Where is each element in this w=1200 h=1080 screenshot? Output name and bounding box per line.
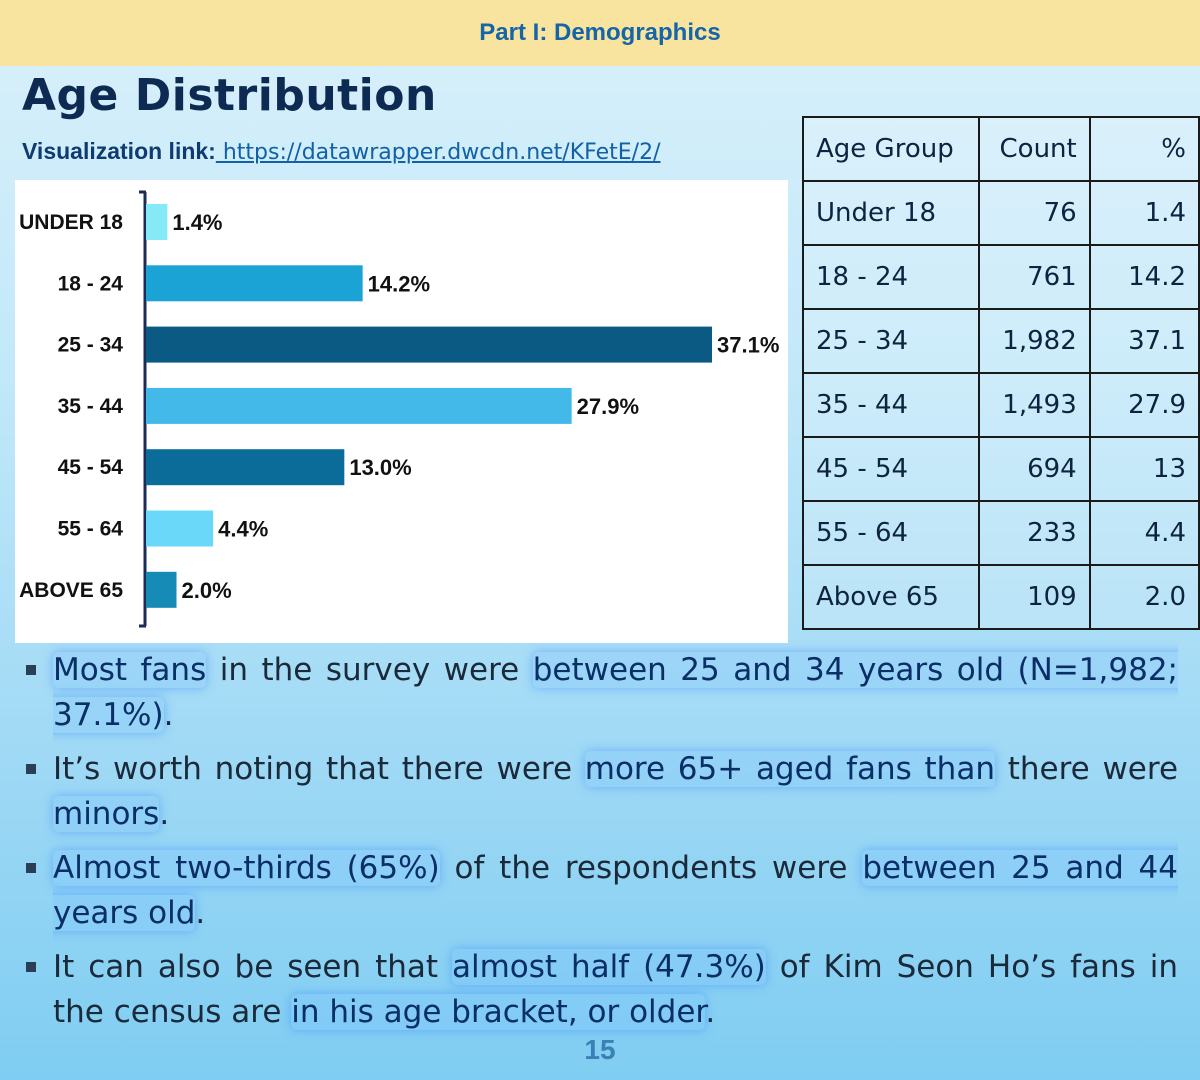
- category-label: 55 - 64: [58, 518, 124, 541]
- highlighted-text: in his age bracket, or older: [291, 994, 706, 1030]
- bullet-square-icon: [26, 962, 36, 972]
- count-cell: 1,982: [977, 308, 1091, 374]
- finding-text: of the respondents were: [439, 850, 863, 886]
- finding-text: there were: [994, 751, 1179, 787]
- value-label: 14.2%: [368, 271, 430, 296]
- section-title: Part I: Demographics: [479, 19, 721, 46]
- count-cell: 233: [977, 500, 1091, 566]
- finding-item: Most fans in the survey were between 25 …: [22, 648, 1178, 738]
- count-cell: 1,493: [977, 372, 1091, 438]
- finding-text: .: [705, 994, 716, 1030]
- percent-cell: 4.4: [1088, 500, 1200, 566]
- age-table: Age Group Count % Under 18 76 1.4 18 - 24 76…: [802, 116, 1200, 630]
- table-header-age-group: Age Group: [802, 116, 980, 182]
- category-label: ABOVE 65: [19, 579, 123, 602]
- percent-cell: 1.4: [1088, 180, 1200, 246]
- table-row: 35 - 44 1,493 27.9: [802, 372, 1200, 438]
- value-label: 2.0%: [182, 578, 232, 603]
- bullet-square-icon: [26, 665, 36, 675]
- percent-cell: 27.9: [1088, 372, 1200, 438]
- age-group-cell: 45 - 54: [802, 436, 980, 502]
- category-label: 45 - 54: [58, 456, 124, 479]
- finding-text: It’s worth noting that there were: [53, 751, 585, 787]
- category-label: UNDER 18: [19, 211, 123, 234]
- table-header-percent: %: [1088, 116, 1200, 182]
- bar-1: [146, 265, 363, 302]
- category-label: 25 - 34: [58, 334, 124, 357]
- finding-text: of Kim Seon Ho’s fans in the census are: [53, 949, 1178, 1030]
- highlighted-text: minors: [53, 796, 160, 832]
- table-row: 55 - 64 233 4.4: [802, 500, 1200, 566]
- finding-text: in the survey were: [206, 652, 533, 688]
- value-label: 37.1%: [717, 333, 779, 358]
- finding-text: .: [159, 796, 170, 832]
- finding-text: .: [163, 697, 174, 733]
- value-label: 13.0%: [349, 455, 411, 480]
- age-group-cell: 35 - 44: [802, 372, 980, 438]
- section-banner: Part I: Demographics: [0, 0, 1200, 66]
- highlighted-text: Most fans: [53, 652, 207, 688]
- table-row: 25 - 34 1,982 37.1: [802, 308, 1200, 374]
- bar-2: [146, 326, 712, 363]
- value-label: 27.9%: [577, 394, 639, 419]
- visualization-link[interactable]: https://datawrapper.dwcdn.net/KFetE/2/: [215, 140, 661, 165]
- finding-item: It can also be seen that almost half (47…: [22, 945, 1178, 1035]
- page-number: 15: [584, 1034, 616, 1065]
- bar-6: [146, 571, 177, 608]
- chart-svg: UNDER 18 1.4% 18 - 24 14.2% 25 - 34 37.1% 35 -…: [19, 190, 779, 628]
- category-label: 35 - 44: [58, 395, 124, 418]
- value-label: 4.4%: [218, 517, 268, 542]
- bullet-square-icon: [26, 863, 36, 873]
- finding-item: It’s worth noting that there were more 6…: [22, 747, 1178, 837]
- page-title: Age Distribution: [22, 70, 437, 121]
- table-header-row: Age Group Count %: [802, 116, 1200, 182]
- finding-text: .: [195, 895, 206, 931]
- finding-text: It can also be seen that: [53, 949, 452, 985]
- bullet-square-icon: [26, 764, 36, 774]
- table-row: 45 - 54 694 13: [802, 436, 1200, 502]
- count-cell: 109: [977, 564, 1091, 630]
- visualization-link-prefix: Visualization link:: [22, 138, 216, 164]
- table-row: 18 - 24 761 14.2: [802, 244, 1200, 310]
- age-group-cell: Under 18: [802, 180, 980, 246]
- table-row: Above 65 109 2.0: [802, 564, 1200, 630]
- table-header-count: Count: [977, 116, 1091, 182]
- percent-cell: 14.2: [1088, 244, 1200, 310]
- highlighted-text: almost half (47.3%): [451, 949, 766, 985]
- table-row: Under 18 76 1.4: [802, 180, 1200, 246]
- bar-4: [146, 449, 345, 486]
- age-bar-chart: UNDER 18 1.4% 18 - 24 14.2% 25 - 34 37.1% 35 -…: [15, 180, 788, 643]
- bar-3: [146, 387, 572, 424]
- findings-list: Most fans in the survey were between 25 …: [22, 648, 1178, 1044]
- highlighted-text: Almost two-thirds (65%): [53, 850, 440, 886]
- visualization-link-line: Visualization link: https://datawrapper.…: [22, 138, 660, 165]
- highlighted-text: more 65+ aged fans than: [584, 751, 995, 787]
- percent-cell: 13: [1088, 436, 1200, 502]
- age-group-cell: 18 - 24: [802, 244, 980, 310]
- bar-5: [146, 510, 214, 547]
- count-cell: 76: [977, 180, 1091, 246]
- count-cell: 761: [977, 244, 1091, 310]
- age-group-cell: 25 - 34: [802, 308, 980, 374]
- value-label: 1.4%: [172, 210, 222, 235]
- percent-cell: 37.1: [1088, 308, 1200, 374]
- category-label: 18 - 24: [58, 272, 124, 295]
- age-group-cell: 55 - 64: [802, 500, 980, 566]
- age-group-cell: Above 65: [802, 564, 980, 630]
- percent-cell: 2.0: [1088, 564, 1200, 630]
- finding-item: Almost two-thirds (65%) of the responden…: [22, 846, 1178, 936]
- count-cell: 694: [977, 436, 1091, 502]
- bar-0: [146, 204, 168, 240]
